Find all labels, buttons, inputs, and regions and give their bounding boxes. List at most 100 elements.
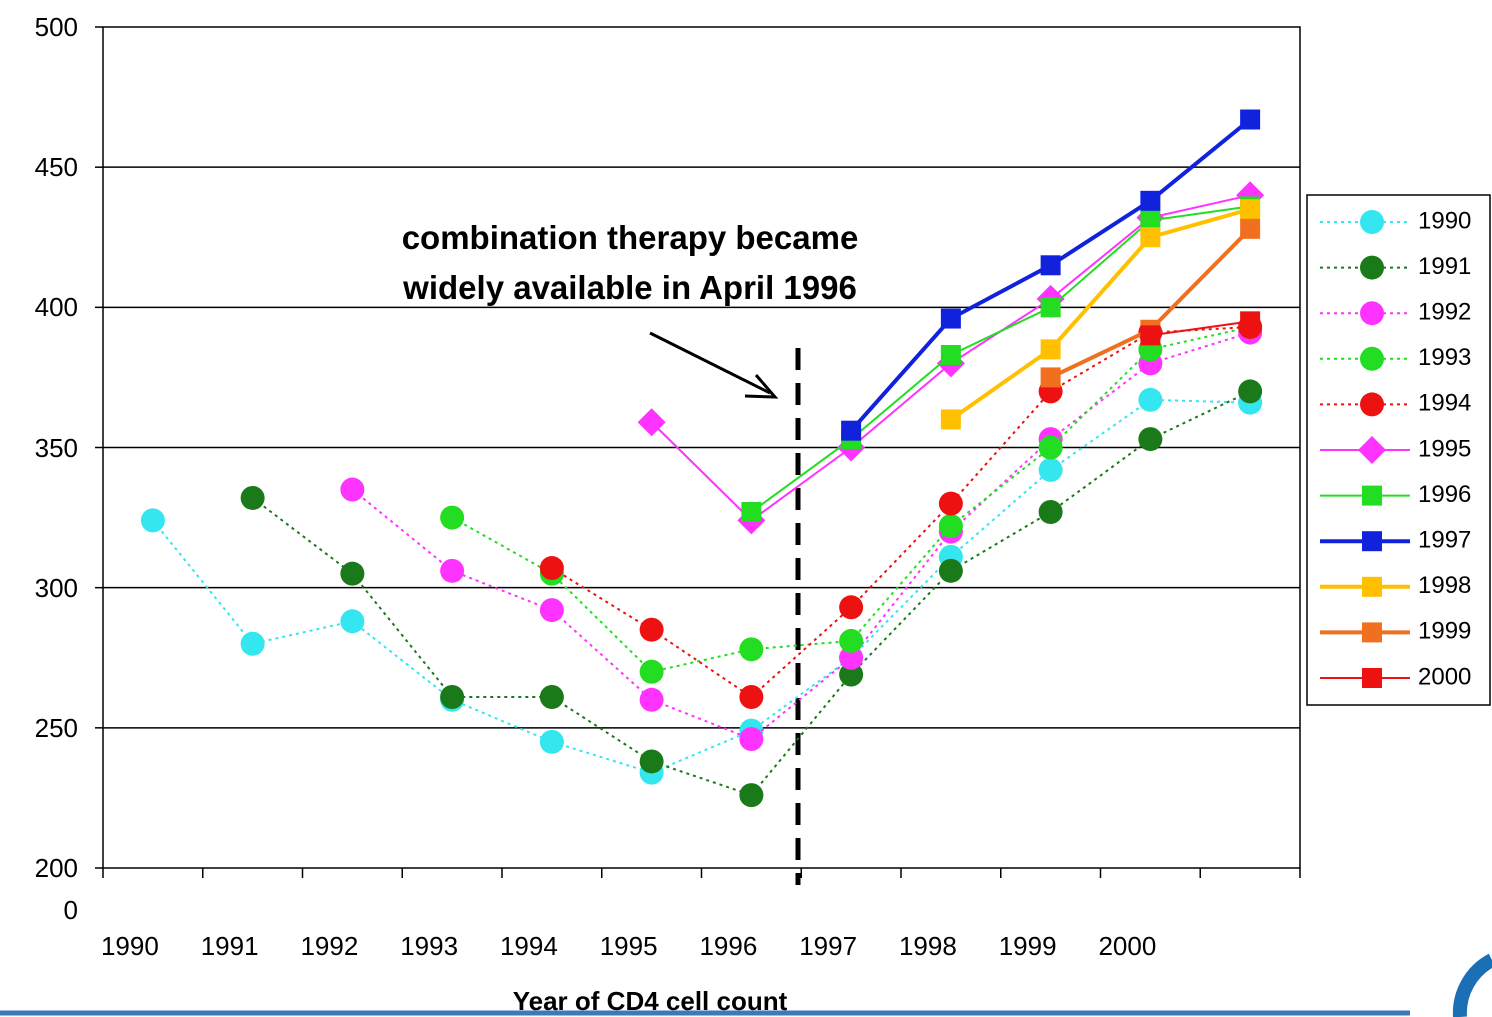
- legend-label: 2000: [1418, 663, 1471, 690]
- y-tick-label: 500: [34, 12, 78, 42]
- legend-label: 1993: [1418, 344, 1471, 371]
- data-point: [1138, 427, 1163, 452]
- legend-label: 1995: [1418, 435, 1471, 462]
- legend-marker: [1362, 485, 1382, 506]
- legend-label: 1998: [1418, 572, 1471, 599]
- x-tick-label: 1995: [600, 931, 658, 961]
- data-point: [1238, 379, 1263, 404]
- data-point: [1040, 297, 1061, 318]
- arrow: [649, 331, 771, 395]
- legend-label: 1999: [1418, 618, 1471, 645]
- legend-marker: [1360, 210, 1384, 234]
- x-tick-label: 1997: [799, 931, 857, 961]
- data-point: [1240, 199, 1261, 220]
- series-line: [351, 331, 1251, 741]
- x-tick-label: 2000: [1098, 931, 1156, 961]
- annotation: combination therapy became widely availab…: [402, 219, 859, 306]
- data-point: [940, 308, 961, 329]
- data-point: [1240, 218, 1261, 239]
- legend-marker: [1362, 668, 1382, 688]
- data-point: [340, 609, 365, 634]
- series-line: [750, 205, 1251, 513]
- series-line: [949, 207, 1251, 422]
- data-point: [1040, 255, 1061, 276]
- legend-marker: [1360, 301, 1384, 326]
- data-point: [1240, 311, 1261, 332]
- data-point: [1140, 227, 1161, 248]
- legend-marker: [1358, 436, 1386, 464]
- x-tick-label: 1991: [201, 931, 259, 961]
- y-tick-label: 200 0: [34, 853, 78, 925]
- data-point: [1138, 387, 1163, 412]
- logo: [1452, 953, 1492, 1017]
- legend-label: 1992: [1418, 299, 1471, 326]
- data-point: [340, 477, 365, 502]
- x-tick-label: 1999: [999, 931, 1057, 961]
- y-tick-label: 300: [34, 572, 78, 603]
- data-point: [539, 684, 564, 709]
- data-point: [440, 558, 465, 583]
- data-point: [940, 344, 961, 365]
- legend-marker: [1362, 622, 1382, 643]
- legend-label: 1991: [1418, 253, 1471, 280]
- series-line: [551, 325, 1251, 699]
- x-tick-label: 1993: [400, 931, 458, 961]
- data-point: [739, 684, 764, 709]
- data-point: [340, 561, 365, 586]
- legend-label: 1997: [1418, 527, 1471, 554]
- data-point: [839, 645, 864, 670]
- data-point: [1140, 325, 1161, 346]
- data-point: [440, 505, 465, 530]
- x-tick-label: 1996: [699, 931, 757, 961]
- y-tick-label: 450: [34, 152, 78, 183]
- y-tick-label: 350: [34, 432, 78, 463]
- data-point: [539, 556, 564, 581]
- legend-marker: [1360, 255, 1384, 280]
- series-line: [1150, 320, 1251, 337]
- data-point: [739, 637, 764, 662]
- data-point: [440, 684, 465, 709]
- data-point: [539, 598, 564, 623]
- data-point: [1038, 435, 1063, 460]
- legend-marker: [1362, 576, 1382, 597]
- data-point: [841, 420, 862, 441]
- data-point: [839, 628, 864, 653]
- legend-marker: [1360, 346, 1384, 371]
- data-point: [639, 687, 664, 712]
- data-point: [240, 485, 265, 510]
- data-point: [739, 727, 764, 752]
- data-point: [639, 659, 664, 684]
- data-point: [938, 513, 963, 538]
- data-point: [1038, 457, 1063, 482]
- data-point: [938, 491, 963, 516]
- data-point: [1040, 339, 1061, 360]
- x-tick-label: 1998: [899, 931, 957, 961]
- data-point: [1240, 109, 1261, 130]
- arrow-head: [744, 374, 779, 399]
- data-point: [639, 617, 664, 642]
- legend-label: 1994: [1418, 390, 1471, 417]
- y-tick-label: 250: [34, 712, 78, 743]
- data-point: [637, 408, 666, 437]
- y-tick-label: 400: [34, 292, 78, 323]
- data-point: [639, 749, 664, 774]
- data-point: [1140, 190, 1161, 211]
- data-point: [938, 558, 963, 583]
- data-point: [741, 501, 762, 522]
- data-point: [240, 631, 265, 656]
- data-point: [1140, 210, 1161, 231]
- data-point: [140, 508, 165, 533]
- legend-marker: [1360, 392, 1384, 417]
- data-point: [940, 409, 961, 430]
- legend-label: 1990: [1418, 207, 1471, 234]
- x-tick-label: 1990: [101, 931, 159, 961]
- data-point: [1040, 367, 1061, 388]
- data-point: [739, 783, 764, 808]
- x-tick-label: 1992: [300, 931, 358, 961]
- series-line: [252, 390, 1251, 797]
- x-tick-label: 1994: [500, 931, 558, 961]
- legend-label: 1996: [1418, 481, 1471, 508]
- legend-marker: [1362, 531, 1382, 552]
